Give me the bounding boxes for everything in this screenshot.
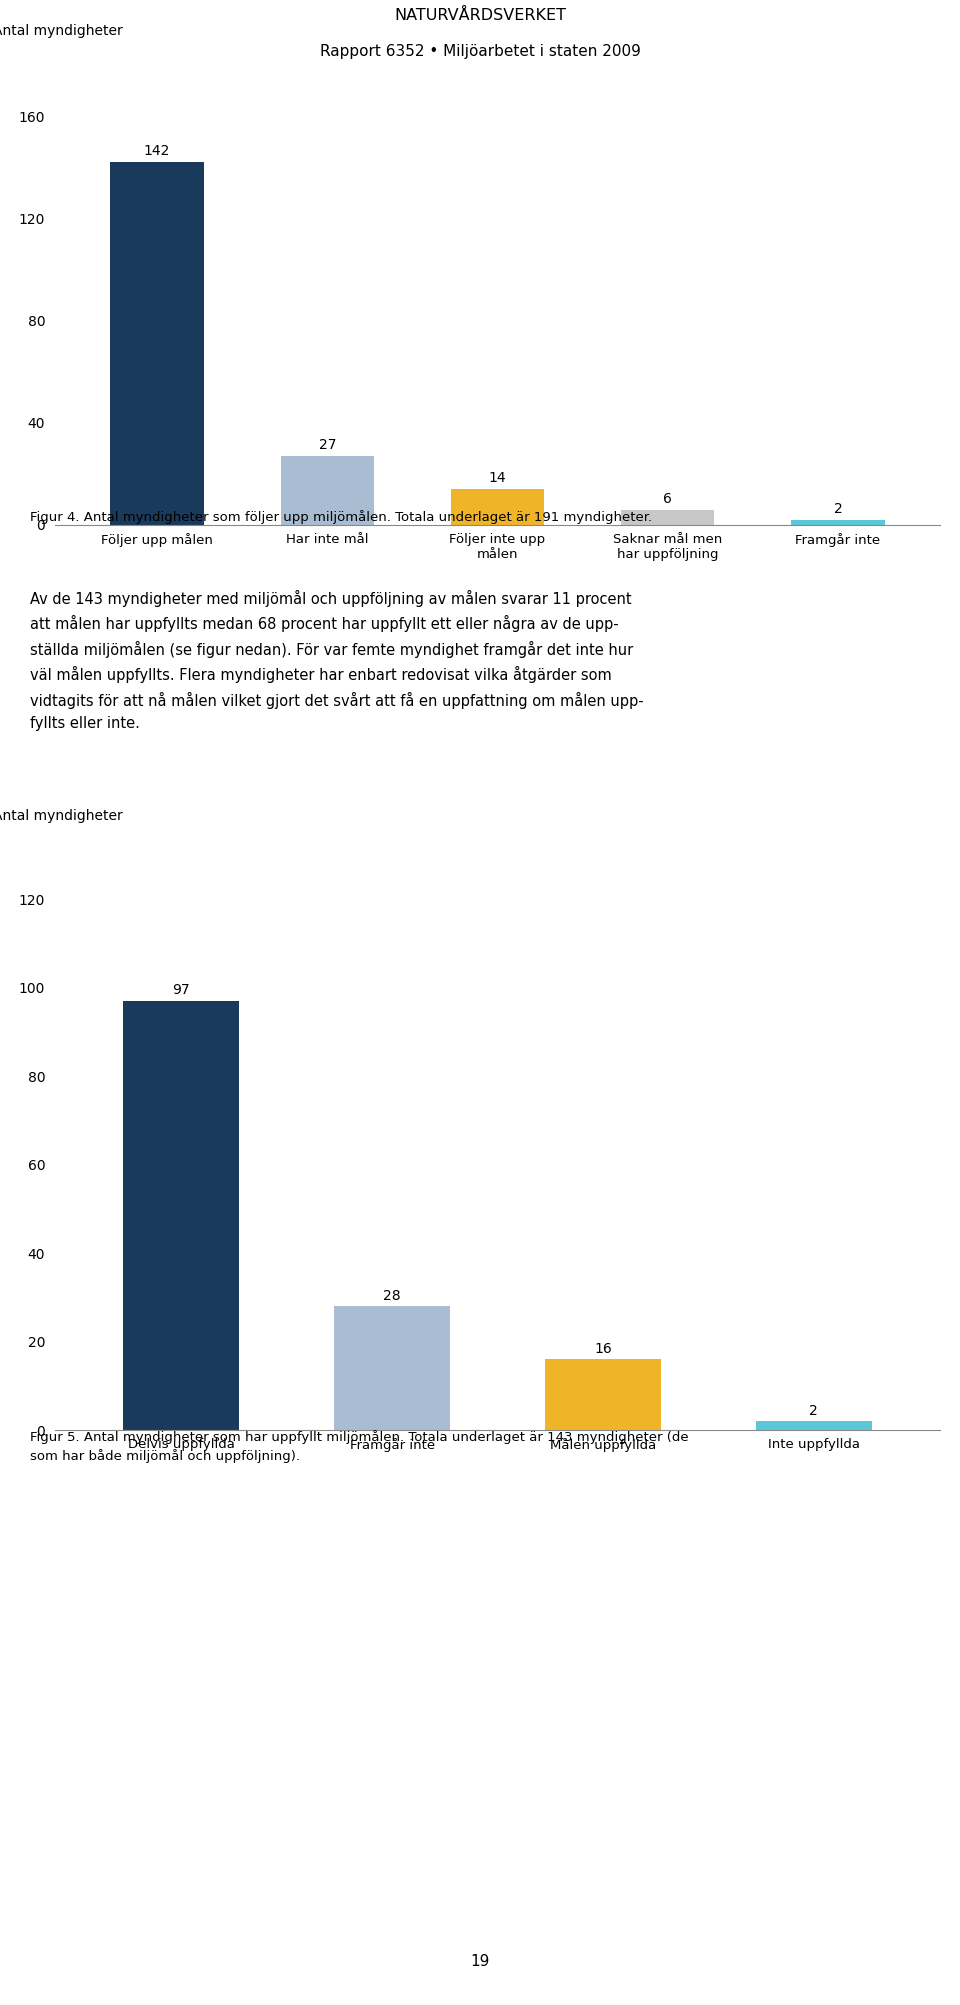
Bar	[545, 1359, 660, 1430]
Bar	[124, 1000, 239, 1430]
Text: NATURVÅRDSVERKET: NATURVÅRDSVERKET	[394, 8, 566, 22]
Text: 2: 2	[833, 501, 842, 515]
Text: 16: 16	[594, 1341, 612, 1355]
Bar	[280, 455, 374, 525]
Text: 2: 2	[809, 1404, 818, 1418]
Bar	[110, 162, 204, 525]
Text: 142: 142	[144, 144, 170, 158]
Text: 27: 27	[319, 439, 336, 453]
Text: 19: 19	[470, 1955, 490, 1969]
Bar	[334, 1305, 450, 1430]
Text: Figur 4. Antal myndigheter som följer upp miljömålen. Totala underlaget är 191 m: Figur 4. Antal myndigheter som följer up…	[30, 509, 652, 523]
Text: Rapport 6352 • Miljöarbetet i staten 2009: Rapport 6352 • Miljöarbetet i staten 200…	[320, 44, 640, 58]
Bar	[450, 489, 544, 525]
Text: 14: 14	[489, 471, 506, 485]
Bar	[791, 519, 885, 525]
Bar	[621, 509, 714, 525]
Text: Antal myndigheter: Antal myndigheter	[0, 808, 123, 822]
Text: Antal myndigheter: Antal myndigheter	[0, 24, 123, 38]
Text: Av de 143 myndigheter med miljömål och uppföljning av målen svarar 11 procent
at: Av de 143 myndigheter med miljömål och u…	[30, 589, 643, 732]
Text: 97: 97	[173, 982, 190, 996]
Bar	[756, 1422, 872, 1430]
Text: 28: 28	[383, 1289, 401, 1303]
Text: 6: 6	[663, 491, 672, 505]
Text: Figur 5. Antal myndigheter som har uppfyllt miljömålen. Totala underlaget är 143: Figur 5. Antal myndigheter som har uppfy…	[30, 1430, 688, 1464]
